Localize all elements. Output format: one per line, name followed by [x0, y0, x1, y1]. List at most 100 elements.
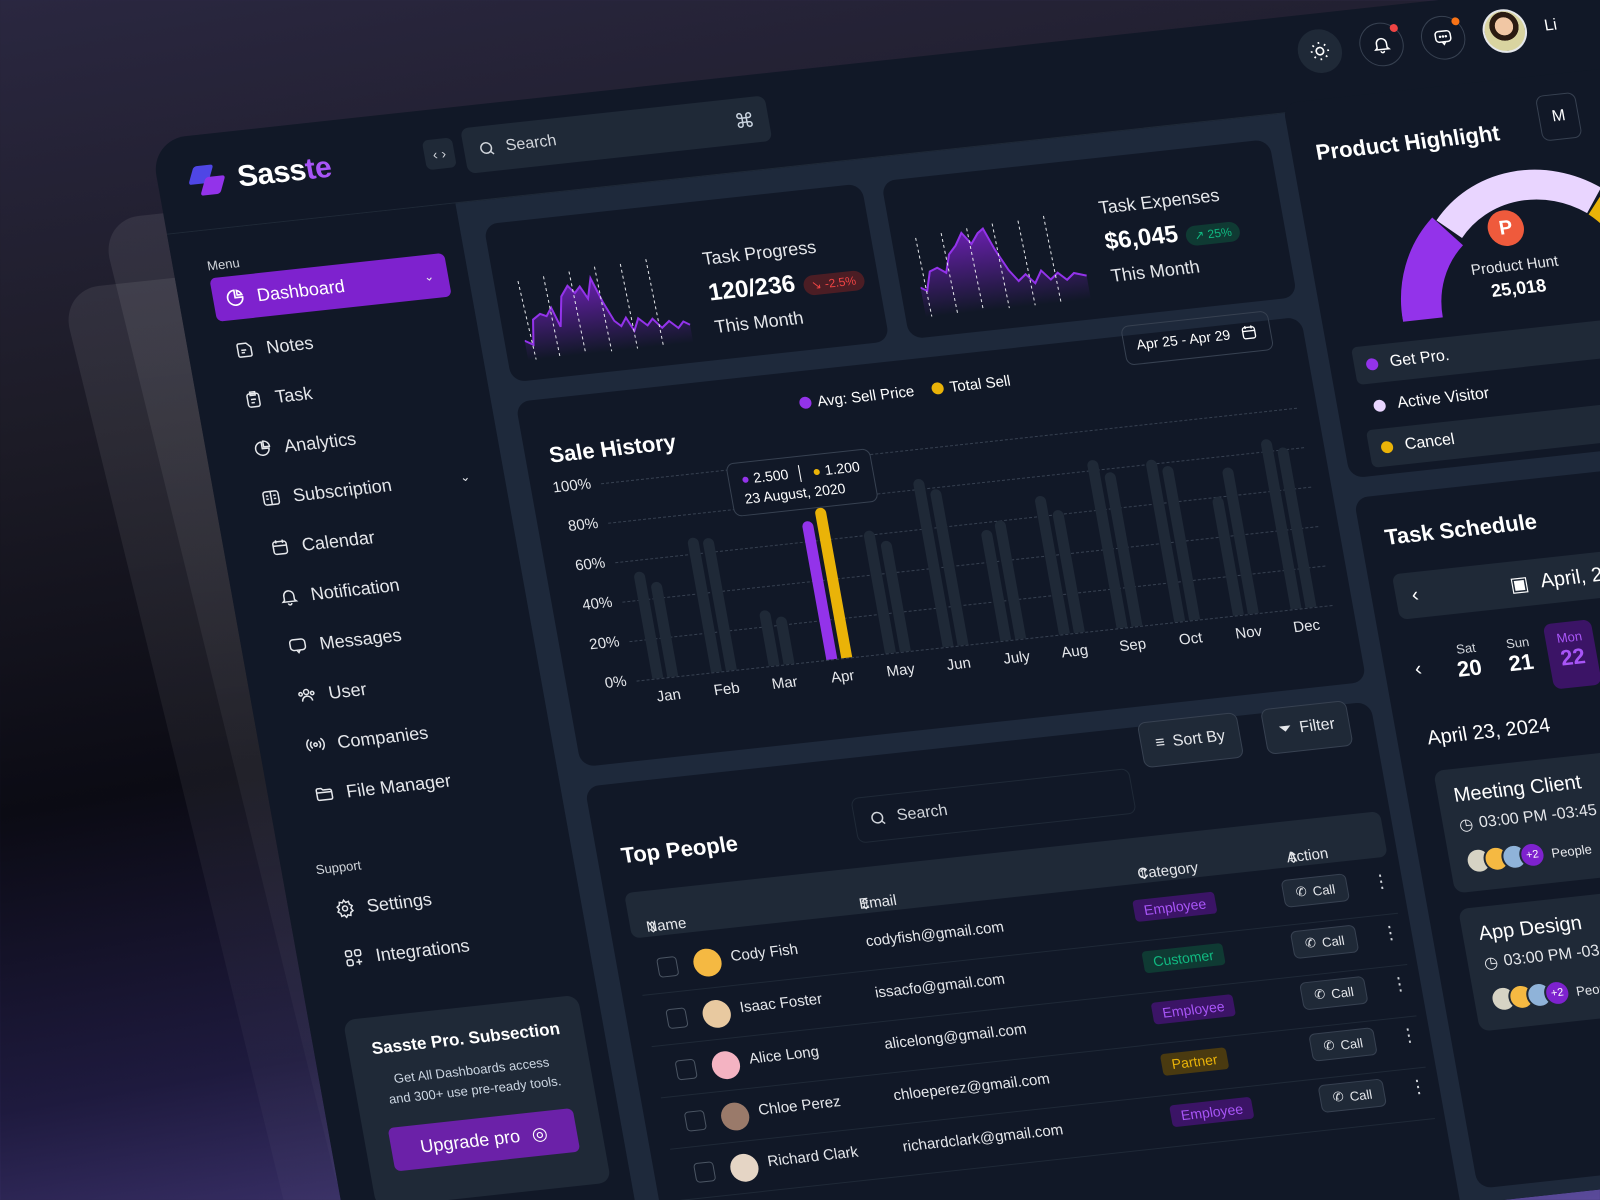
sidebar-item-user[interactable]: User	[280, 648, 523, 723]
sidebar-item-label: Task	[273, 382, 314, 407]
upgrade-button-label: Upgrade pro	[418, 1125, 522, 1157]
person-name: Chloe Perez	[756, 1093, 843, 1119]
call-button[interactable]: ✆ Call	[1280, 873, 1351, 908]
user-avatar[interactable]	[1479, 6, 1531, 56]
row-checkbox[interactable]	[656, 955, 680, 978]
row-checkbox[interactable]	[683, 1109, 708, 1132]
sidebar-item-integrations[interactable]: Integrations	[328, 910, 571, 985]
sidebar-item-task[interactable]: Task	[227, 352, 470, 427]
person-name: Alice Long	[747, 1043, 821, 1068]
trend-value: -2.5%	[823, 273, 858, 291]
notifications-button[interactable]	[1355, 20, 1408, 69]
sidebar-item-calendar[interactable]: Calendar	[254, 500, 497, 575]
button-label: Call	[1339, 1034, 1365, 1053]
event-card-meeting-client[interactable]: Meeting Client ◷ 03:00 PM -03:45 +2 Peopl…	[1433, 725, 1600, 894]
day-sun[interactable]: Sun 21	[1491, 625, 1550, 695]
trend-down-badge: ↘ -2.5%	[801, 269, 866, 296]
top-header: Sasste ‹ › Search ⌘ Li	[150, 0, 1600, 235]
sidebar-item-subscription[interactable]: Subscription ⌄	[245, 450, 488, 525]
chat-icon	[1434, 29, 1452, 46]
avatar	[691, 947, 724, 978]
person-email: codyfish@gmail.com	[864, 918, 1006, 951]
sidebar-item-notes[interactable]: Notes	[218, 302, 461, 377]
tooltip-total-value: 1.200	[823, 458, 861, 478]
message-badge	[1450, 16, 1461, 26]
y-axis-tick: 60%	[573, 554, 607, 575]
period-dropdown[interactable]: M	[1534, 91, 1583, 142]
sidebar-item-label: Subscription	[291, 474, 394, 506]
sidebar-item-analytics[interactable]: Analytics	[236, 401, 479, 476]
x-axis-tick: May	[885, 660, 917, 681]
more-options-icon[interactable]: ⋮	[1407, 1075, 1429, 1098]
more-options-icon[interactable]: ⋮	[1398, 1024, 1420, 1047]
user-name[interactable]: Li	[1542, 16, 1559, 35]
sidebar-item-label: User	[326, 678, 369, 703]
attendees-label: People	[1574, 979, 1600, 999]
call-button[interactable]: ✆ Call	[1299, 975, 1369, 1011]
category-badge: Employee	[1169, 1096, 1255, 1128]
people-search-input[interactable]: Search	[850, 767, 1137, 844]
call-button[interactable]: ✆ Call	[1317, 1078, 1388, 1114]
day-mon-selected[interactable]: Mon 22	[1542, 619, 1600, 690]
more-options-icon[interactable]: ⋮	[1370, 870, 1392, 893]
sidebar-item-notification[interactable]: Notification	[263, 549, 506, 624]
search-icon	[480, 142, 495, 155]
sun-icon	[1310, 41, 1330, 61]
date-range-picker[interactable]: Apr 25 - Apr 29	[1120, 310, 1275, 366]
stat-title: Task Expenses	[1096, 184, 1221, 218]
theme-toggle-button[interactable]	[1294, 27, 1346, 76]
sidebar-item-file-manager[interactable]: File Manager	[298, 746, 541, 821]
day-sat[interactable]: Sat 20	[1439, 630, 1498, 700]
folder-icon	[315, 787, 334, 802]
sidebar-item-messages[interactable]: Messages	[271, 598, 514, 673]
dashboard-window: Sasste ‹ › Search ⌘ Li Menu	[150, 0, 1600, 1200]
row-checkbox[interactable]	[665, 1007, 689, 1030]
legend-item: Avg: Sell Price	[798, 383, 916, 412]
call-button[interactable]: ✆ Call	[1308, 1027, 1379, 1062]
search-icon	[871, 811, 886, 825]
sidebar-toggle-button[interactable]: ‹ ›	[421, 137, 457, 171]
stat-value: 120/236	[706, 270, 798, 307]
y-axis-tick: 20%	[587, 633, 621, 654]
sidebar-item-settings[interactable]: Settings	[319, 861, 562, 936]
more-options-icon[interactable]: ⋮	[1379, 921, 1402, 944]
sidebar-item-label: Notification	[308, 574, 402, 604]
sidebar-item-dashboard[interactable]: Dashboard ⌄	[209, 252, 452, 322]
phone-icon: ✆	[1322, 1037, 1336, 1054]
button-label: Call	[1329, 983, 1355, 1001]
trend-value: 25%	[1206, 224, 1233, 241]
legend-label: Avg: Sell Price	[815, 383, 916, 411]
more-options-icon[interactable]: ⋮	[1388, 973, 1411, 995]
call-button[interactable]: ✆ Call	[1289, 924, 1360, 960]
row-checkbox[interactable]	[692, 1161, 717, 1184]
sort-by-button[interactable]: ≡ Sort By	[1136, 712, 1245, 769]
sidebar-item-label: Calendar	[300, 526, 377, 555]
tooltip-avg-value: 2.500	[751, 466, 790, 486]
clipboard-icon	[246, 390, 261, 408]
messages-button[interactable]	[1417, 13, 1469, 62]
global-search-input[interactable]: Search ⌘	[460, 95, 773, 174]
x-axis-tick: Dec	[1291, 616, 1322, 637]
avatar	[700, 998, 734, 1030]
prev-days-button[interactable]: ‹	[1412, 657, 1424, 681]
prev-month-button[interactable]: ‹	[1409, 583, 1421, 606]
support-nav: Settings Integrations	[319, 861, 571, 985]
apps-add-icon	[344, 948, 363, 967]
attendees-label: People	[1549, 841, 1593, 861]
row-checkbox[interactable]	[674, 1058, 698, 1081]
sidebar: Menu Dashboard ⌄ Notes Task Analytics Sub…	[167, 203, 652, 1200]
button-label: Filter	[1298, 715, 1337, 737]
upgrade-pro-button[interactable]: Upgrade pro ◎	[387, 1108, 581, 1172]
person-email: issacfo@gmail.com	[873, 970, 1007, 1002]
event-time: 03:00 PM -03:4	[1502, 940, 1600, 970]
filter-button[interactable]: ⏷ Filter	[1259, 700, 1354, 755]
x-axis-tick: Oct	[1177, 629, 1204, 649]
task-expenses-sparkline	[915, 215, 1091, 318]
y-axis-tick: 0%	[603, 672, 628, 692]
y-axis-tick: 100%	[551, 475, 593, 497]
sidebar-item-companies[interactable]: Companies	[289, 697, 532, 772]
x-axis-tick: Nov	[1233, 622, 1264, 643]
stat-period: This Month	[1109, 256, 1202, 286]
event-title: App Design	[1476, 912, 1584, 945]
brand-logo[interactable]: Sasste	[185, 151, 334, 200]
